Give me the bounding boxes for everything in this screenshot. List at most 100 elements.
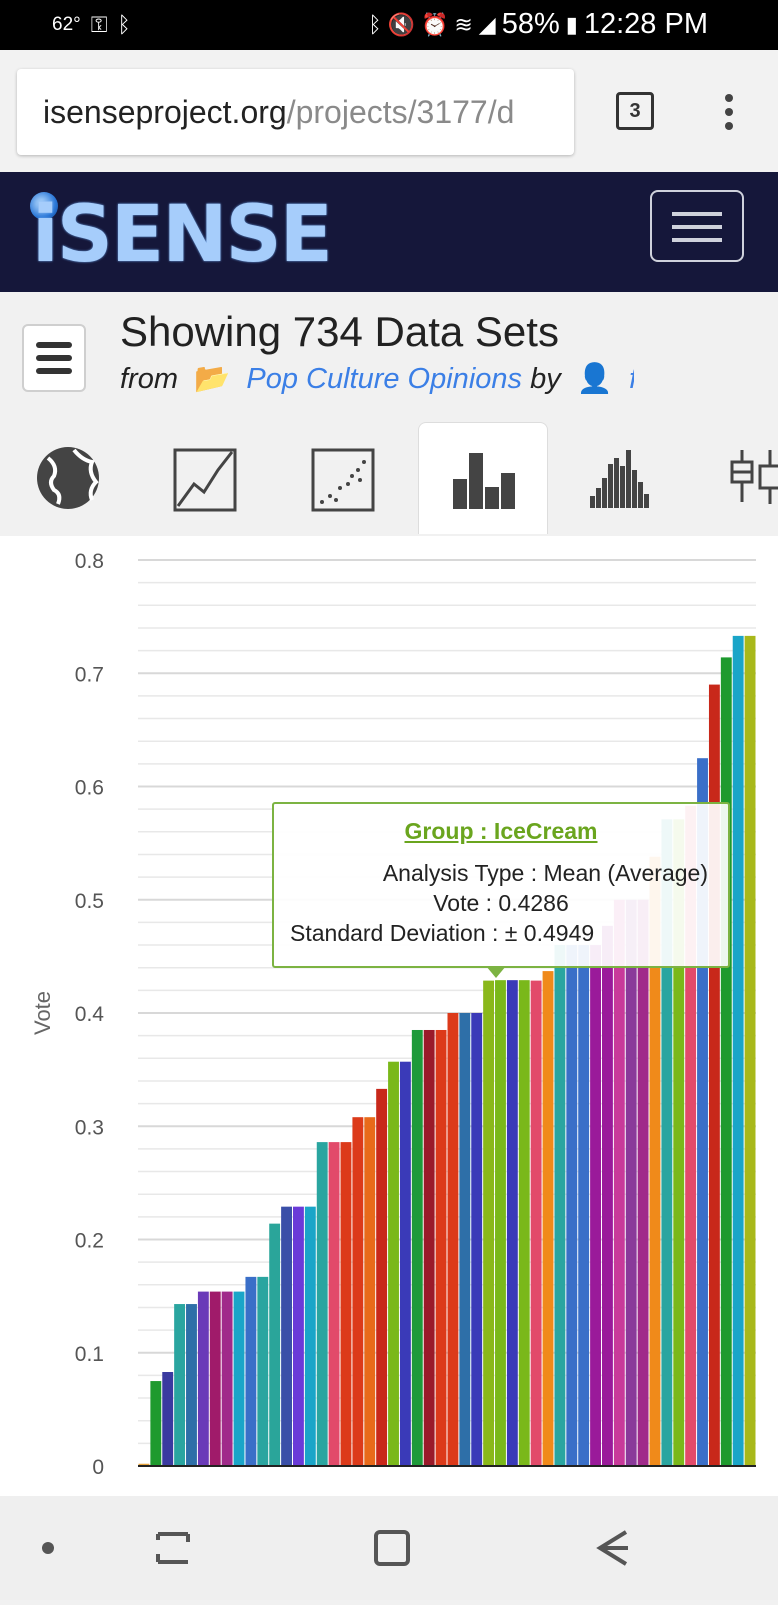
bar-chart-icon bbox=[453, 453, 515, 509]
bar[interactable] bbox=[150, 1381, 162, 1466]
bar[interactable] bbox=[447, 1013, 459, 1466]
bar[interactable] bbox=[174, 1304, 186, 1466]
scatter-icon bbox=[311, 448, 375, 512]
bar[interactable] bbox=[376, 1088, 388, 1466]
bar[interactable] bbox=[245, 1276, 257, 1466]
bar[interactable] bbox=[423, 1029, 435, 1466]
bar[interactable] bbox=[530, 980, 542, 1466]
bar[interactable] bbox=[316, 1142, 328, 1466]
bar[interactable] bbox=[221, 1291, 233, 1466]
chart-panel: 0 0.1 0.2 0.3 0.4 0.5 0.6 0.7 0.8 Vote bbox=[0, 536, 778, 1496]
tab-scatter[interactable] bbox=[280, 422, 410, 526]
bar[interactable] bbox=[399, 1061, 411, 1466]
isense-logo[interactable]: iSENSE bbox=[32, 190, 333, 280]
bar[interactable] bbox=[304, 1206, 316, 1466]
bar[interactable] bbox=[566, 945, 578, 1466]
tab-map[interactable] bbox=[4, 422, 134, 526]
bar[interactable] bbox=[697, 758, 708, 1466]
bar[interactable] bbox=[293, 1206, 304, 1466]
bar[interactable] bbox=[673, 819, 685, 1466]
bar[interactable] bbox=[708, 684, 720, 1466]
chart-tooltip: Group : IceCream Analysis Type : Mean (A… bbox=[272, 802, 730, 968]
bar[interactable] bbox=[162, 1372, 174, 1466]
tab-boxplot[interactable] bbox=[694, 422, 778, 526]
bar[interactable] bbox=[744, 635, 756, 1466]
y-tick-label: 0.4 bbox=[75, 1003, 105, 1026]
y-tick-label: 0.7 bbox=[75, 663, 104, 686]
by-label: by bbox=[530, 363, 561, 395]
tab-switcher-button[interactable]: 3 bbox=[616, 92, 654, 130]
bar[interactable] bbox=[388, 1061, 399, 1466]
sidebar-toggle-button[interactable] bbox=[22, 324, 86, 392]
nav-menu-button[interactable] bbox=[650, 190, 744, 262]
y-tick-label: 0.1 bbox=[75, 1343, 104, 1366]
browser-toolbar: isenseproject.org/projects/3177/d 3 bbox=[0, 50, 778, 172]
bar[interactable] bbox=[340, 1142, 352, 1466]
bar[interactable] bbox=[483, 980, 495, 1466]
dot-icon[interactable] bbox=[42, 1542, 54, 1554]
bar[interactable] bbox=[233, 1291, 245, 1466]
bar[interactable] bbox=[209, 1291, 221, 1466]
bar[interactable] bbox=[685, 805, 697, 1466]
y-tick-label: 0.2 bbox=[75, 1230, 104, 1253]
tab-histogram[interactable] bbox=[556, 422, 686, 526]
battery-level: 58% bbox=[501, 8, 560, 40]
bar[interactable] bbox=[281, 1206, 292, 1466]
bar[interactable] bbox=[625, 899, 637, 1466]
bar[interactable] bbox=[578, 945, 590, 1466]
line-chart-icon bbox=[173, 448, 237, 512]
bar[interactable] bbox=[554, 945, 566, 1466]
bar[interactable] bbox=[411, 1029, 423, 1466]
bar[interactable] bbox=[352, 1117, 364, 1466]
tooltip-vote: Vote : 0.4286 bbox=[433, 890, 569, 916]
bar[interactable] bbox=[661, 819, 673, 1466]
recents-icon[interactable] bbox=[156, 1532, 190, 1564]
page-title: Showing 734 Data Sets bbox=[120, 308, 559, 355]
bar[interactable] bbox=[364, 1117, 376, 1466]
tooltip-std-dev: Standard Deviation : ± 0.4949 bbox=[290, 920, 595, 946]
bar[interactable] bbox=[435, 1029, 447, 1466]
bar[interactable] bbox=[518, 980, 530, 1466]
bar[interactable] bbox=[602, 925, 613, 1466]
url-field[interactable]: isenseproject.org/projects/3177/d bbox=[17, 69, 574, 155]
bar[interactable] bbox=[138, 1463, 150, 1466]
bar[interactable] bbox=[328, 1142, 340, 1466]
tooltip-pointer bbox=[486, 966, 506, 978]
bar[interactable] bbox=[613, 899, 625, 1466]
signal-icon: ◢ bbox=[478, 11, 496, 37]
owner-link[interactable]: fred bbox=[629, 363, 634, 395]
site-navbar: iSENSE bbox=[0, 172, 778, 292]
temperature: 62° bbox=[52, 14, 81, 35]
folder-icon: 📂 bbox=[186, 363, 239, 395]
tab-timeline[interactable] bbox=[142, 422, 272, 526]
clock: 12:28 PM bbox=[583, 8, 708, 40]
bar[interactable] bbox=[637, 899, 649, 1466]
tab-bar[interactable] bbox=[418, 422, 548, 534]
key-icon: ⚿ bbox=[90, 12, 108, 37]
bar[interactable] bbox=[186, 1304, 197, 1466]
bar[interactable] bbox=[471, 1013, 483, 1466]
bar[interactable] bbox=[720, 657, 732, 1466]
bar[interactable] bbox=[495, 980, 506, 1466]
bar[interactable] bbox=[506, 980, 518, 1466]
bar[interactable] bbox=[649, 856, 661, 1466]
y-tick-label: 0.8 bbox=[75, 550, 104, 573]
url-domain: isenseproject.org bbox=[43, 94, 287, 130]
android-nav-bar bbox=[0, 1496, 778, 1600]
bar[interactable] bbox=[542, 971, 554, 1466]
back-icon[interactable] bbox=[596, 1530, 628, 1566]
bar[interactable] bbox=[197, 1291, 209, 1466]
boxplot-icon bbox=[730, 450, 778, 504]
bar[interactable] bbox=[257, 1276, 269, 1466]
status-bar: 62° ⚿ ᛒ ᛒ 🔇 ⏰ ≋ ◢ 58% ▮ 12:28 PM bbox=[0, 0, 778, 50]
tooltip-title: Group : IceCream bbox=[404, 818, 598, 844]
project-link[interactable]: Pop Culture Opinions bbox=[246, 363, 523, 395]
bar[interactable] bbox=[732, 635, 744, 1466]
browser-menu-icon[interactable] bbox=[714, 94, 744, 134]
y-axis-label: Vote bbox=[30, 991, 55, 1035]
histogram-icon bbox=[590, 450, 649, 508]
bar[interactable] bbox=[590, 945, 601, 1466]
home-icon[interactable] bbox=[374, 1530, 410, 1566]
bar[interactable] bbox=[269, 1223, 281, 1466]
bar[interactable] bbox=[459, 1013, 471, 1466]
